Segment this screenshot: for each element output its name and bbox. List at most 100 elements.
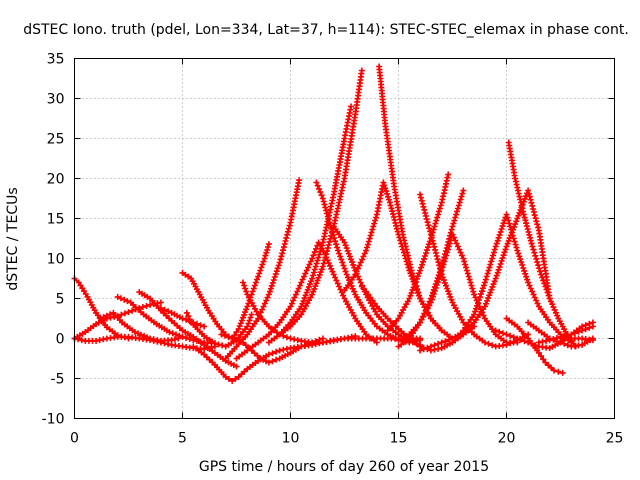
data-point: [168, 337, 175, 344]
plot-frame: [74, 58, 615, 419]
data-point: [470, 288, 477, 295]
data-point: [365, 238, 372, 245]
data-point: [463, 264, 469, 271]
data-point: [431, 342, 438, 349]
data-point: [271, 274, 278, 280]
data-point: [222, 332, 228, 339]
data-point: [455, 202, 462, 209]
data-point: [589, 323, 596, 330]
series-7: [157, 305, 208, 330]
data-point: [260, 258, 267, 265]
data-point: [317, 189, 324, 196]
data-point: [314, 182, 321, 189]
y-tick-label: 5: [56, 292, 65, 308]
data-point: [368, 229, 375, 236]
data-point: [457, 196, 464, 203]
data-point: [437, 202, 444, 209]
data-point: [441, 258, 448, 265]
data-point: [240, 314, 246, 321]
data-point: [427, 231, 434, 238]
data-point: [571, 330, 578, 337]
series-33: [557, 335, 596, 344]
data-point: [280, 332, 287, 339]
data-point: [498, 258, 505, 264]
data-point: [369, 226, 376, 233]
data-point: [258, 264, 265, 271]
data-point: [464, 270, 471, 277]
data-point: [114, 293, 121, 300]
data-point: [341, 265, 348, 272]
series-12: [240, 279, 359, 346]
data-point: [467, 279, 474, 286]
data-point: [445, 246, 451, 253]
data-point: [545, 292, 552, 299]
data-point: [443, 252, 450, 259]
data-point: [327, 222, 334, 229]
data-point: [337, 253, 344, 260]
data-point: [468, 282, 475, 289]
data-point: [121, 296, 128, 303]
data-point: [469, 285, 476, 292]
data-point: [311, 249, 318, 256]
data-point: [273, 356, 280, 363]
data-point: [454, 205, 461, 212]
data-point: [462, 261, 469, 268]
data-point: [157, 305, 164, 312]
data-point: [518, 259, 525, 266]
data-point: [430, 290, 437, 297]
data-point: [231, 332, 238, 339]
data-point: [430, 226, 437, 233]
data-point: [512, 175, 519, 182]
data-point: [345, 334, 352, 341]
y-tick-label: 25: [47, 132, 65, 148]
data-point: [499, 330, 506, 337]
data-point: [474, 302, 480, 309]
data-point: [309, 255, 316, 262]
data-point: [183, 335, 190, 341]
data-point: [313, 260, 320, 267]
data-point: [510, 235, 517, 242]
data-point: [254, 276, 260, 283]
data-point: [268, 282, 275, 289]
data-point: [431, 243, 438, 250]
data-point: [229, 335, 236, 342]
data-point: [372, 217, 379, 224]
data-point: [255, 273, 262, 280]
data-point: [315, 254, 322, 261]
data-point: [265, 291, 272, 298]
data-point: [496, 231, 503, 238]
data-point: [504, 214, 511, 221]
data-point: [496, 328, 503, 335]
series-20: [376, 63, 456, 342]
data-point: [419, 261, 426, 268]
data-point: [499, 255, 506, 262]
data-point: [525, 187, 532, 194]
series-6: [136, 289, 240, 370]
data-point: [531, 212, 538, 219]
data-point: [232, 375, 239, 382]
data-point: [433, 217, 440, 224]
data-point: [485, 267, 492, 274]
data-point: [414, 286, 421, 293]
data-point: [453, 211, 460, 218]
data-point: [336, 250, 343, 257]
data-point: [322, 254, 329, 261]
data-point: [512, 241, 519, 248]
data-point: [316, 336, 323, 343]
data-point: [475, 299, 481, 306]
data-point: [229, 377, 236, 384]
data-point: [508, 229, 515, 236]
data-point: [481, 279, 488, 286]
data-point: [517, 256, 524, 263]
data-point: [384, 190, 391, 197]
data-point: [250, 285, 257, 292]
data-point: [454, 208, 460, 215]
data-point: [458, 193, 465, 200]
data-point: [514, 335, 521, 342]
data-point: [266, 288, 273, 295]
data-point: [215, 341, 222, 348]
data-point: [259, 261, 266, 268]
data-point: [501, 249, 508, 256]
data-point: [310, 272, 316, 279]
data-point: [494, 237, 501, 244]
